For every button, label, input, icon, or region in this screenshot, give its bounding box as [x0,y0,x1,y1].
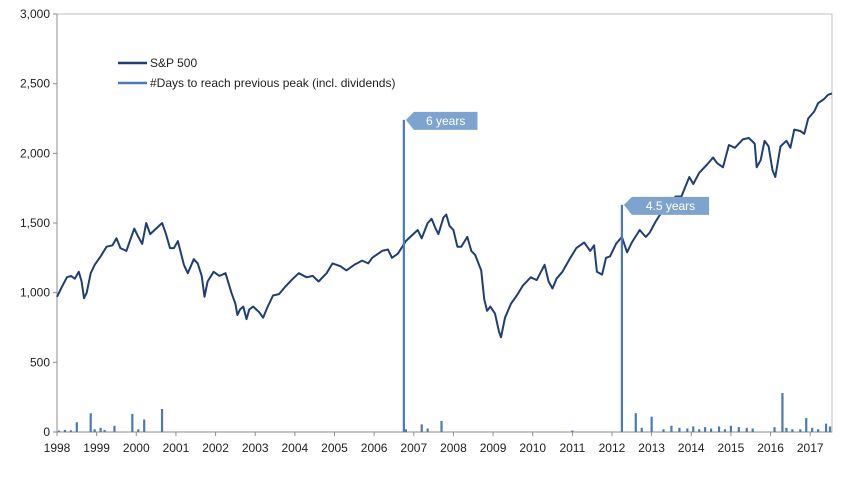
y-tick-label: 2,500 [20,77,50,91]
x-tick-label: 2009 [480,441,507,455]
y-tick-label: 2,000 [20,146,50,160]
x-tick-label: 1998 [44,441,71,455]
x-tick-label: 2010 [519,441,546,455]
legend-item: S&P 500 [118,56,197,70]
x-tick-label: 2007 [400,441,427,455]
callout-label: 6 years [426,114,465,128]
x-tick-label: 2012 [599,441,626,455]
x-tick-label: 2001 [163,441,190,455]
legend-item: #Days to reach previous peak (incl. divi… [118,76,395,90]
y-tick-label: 500 [30,355,50,369]
y-tick-label: 0 [43,425,50,439]
x-tick-label: 2011 [559,441,585,455]
x-tick-label: 1999 [83,441,110,455]
x-tick-label: 2003 [242,441,269,455]
callout: 6 years [405,111,478,130]
y-tick-label: 1,000 [20,286,50,300]
x-tick-label: 2005 [321,441,348,455]
callout-box [405,111,478,130]
y-tick-label: 3,000 [20,7,50,21]
legend-label: #Days to reach previous peak (incl. divi… [150,76,395,90]
legend-label: S&P 500 [150,56,197,70]
callout-label: 4.5 years [646,199,695,213]
sp500-line [56,92,833,339]
y-tick-label: 1,500 [20,216,50,230]
callout: 4.5 years [623,196,710,215]
x-tick-label: 2015 [718,441,745,455]
x-tick-label: 2013 [638,441,665,455]
callout-box [623,196,710,215]
x-tick-label: 2014 [678,441,705,455]
x-tick-label: 2017 [797,441,824,455]
x-tick-label: 2004 [282,441,309,455]
x-tick-label: 2016 [757,441,784,455]
x-tick-label: 2000 [123,441,150,455]
x-tick-label: 2008 [440,441,467,455]
x-tick-label: 2006 [361,441,388,455]
x-tick-label: 2002 [202,441,229,455]
